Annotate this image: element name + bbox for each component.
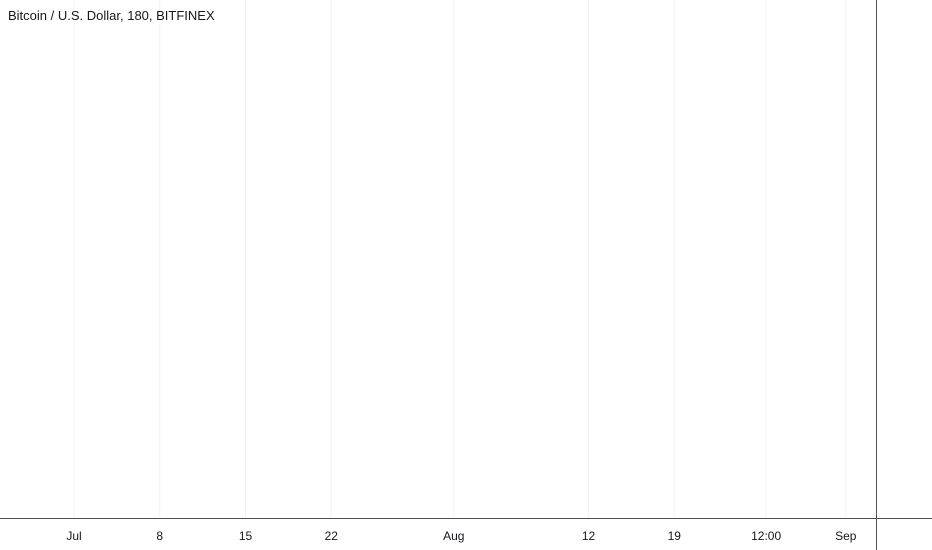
time-tick-label: Sep [835, 529, 857, 543]
time-tick-label: 22 [325, 529, 339, 543]
price-axis[interactable]: 8000.08400.08800.09200.09600.010000.0104… [876, 0, 926, 550]
time-tick-label: 15 [239, 529, 253, 543]
time-tick-label: 19 [668, 529, 682, 543]
chart-title: Bitcoin / U.S. Dollar, 180, BITFINEX [8, 8, 215, 23]
time-tick-label: 8 [156, 529, 163, 543]
time-tick-label: 12:00 [751, 529, 781, 543]
time-axis[interactable]: Jul 8 15 22 Aug 12 19 12:00 Sep [0, 518, 932, 544]
time-tick-label: Jul [66, 529, 81, 543]
time-tick-label: Aug [443, 529, 464, 543]
time-tick-label: 12 [582, 529, 596, 543]
